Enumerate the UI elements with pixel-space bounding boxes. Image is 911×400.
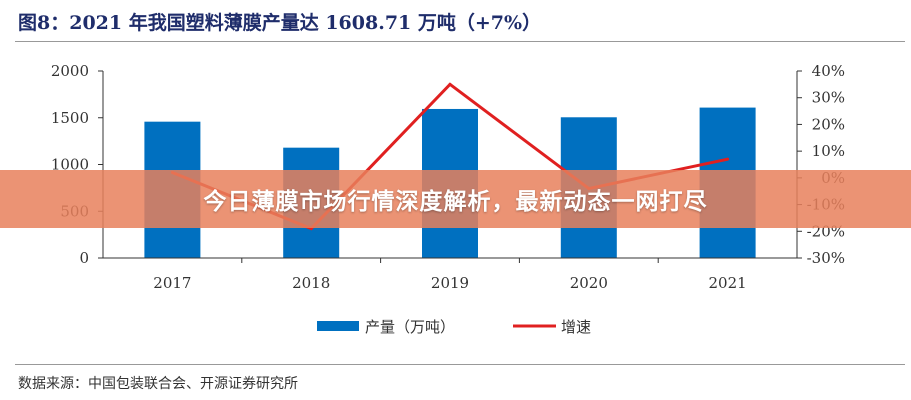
source-note: 数据来源：中国包装联合会、开源证券研究所 bbox=[18, 376, 298, 392]
source-divider bbox=[15, 364, 905, 365]
overlay-banner: 今日薄膜市场行情深度解析，最新动态一网打尽 bbox=[0, 170, 911, 228]
right-tick-label: 30% bbox=[812, 89, 845, 107]
legend-bar-label: 产量（万吨） bbox=[365, 318, 455, 336]
legend-line-label: 增速 bbox=[561, 318, 591, 336]
left-tick-label: 1500 bbox=[51, 109, 89, 127]
left-tick-label: 2000 bbox=[51, 62, 89, 80]
x-tick-label: 2020 bbox=[570, 274, 608, 292]
growth-point-2021 bbox=[726, 157, 730, 161]
left-tick-label: 0 bbox=[79, 249, 89, 267]
title-divider bbox=[15, 41, 905, 42]
left-tick-label: 1000 bbox=[51, 156, 89, 174]
right-tick-label: 40% bbox=[812, 62, 845, 80]
x-tick-label: 2018 bbox=[292, 274, 330, 292]
right-tick-label: 10% bbox=[812, 142, 845, 160]
right-tick-label: -30% bbox=[807, 249, 845, 267]
x-tick-label: 2017 bbox=[153, 274, 191, 292]
x-tick-label: 2019 bbox=[431, 274, 469, 292]
right-tick-label: 20% bbox=[812, 115, 845, 133]
legend-bar-swatch bbox=[317, 321, 359, 331]
x-tick-label: 2021 bbox=[709, 274, 747, 292]
chart-title: 图8：2021 年我国塑料薄膜产量达 1608.71 万吨（+7%） bbox=[18, 12, 542, 34]
banner-text: 今日薄膜市场行情深度解析，最新动态一网打尽 bbox=[203, 189, 708, 215]
growth-point-2019 bbox=[448, 82, 452, 86]
